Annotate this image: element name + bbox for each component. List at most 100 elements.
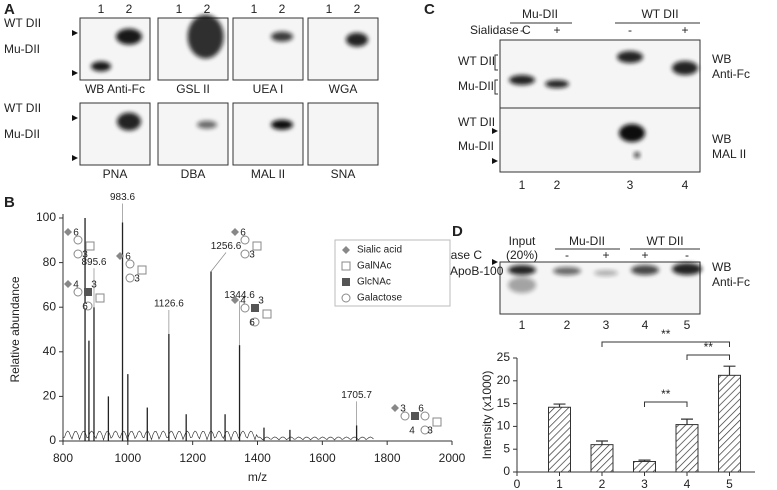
blot-box <box>157 102 229 166</box>
blot-box <box>79 102 151 166</box>
x-tick-label: 3 <box>641 477 648 490</box>
peak-label: 1705.7 <box>341 390 372 401</box>
sialic-acid-symbol <box>64 228 72 236</box>
blot-box <box>232 17 304 81</box>
peak-label: 895.6 <box>81 257 106 268</box>
panel-letter: D <box>452 223 463 240</box>
linkage-label: 3 <box>91 280 97 291</box>
bar <box>590 444 614 473</box>
x-tick-label: 2000 <box>439 451 466 465</box>
sialic-acid-symbol <box>391 404 399 412</box>
blot-label: DBA <box>181 167 206 181</box>
wb-label: Anti-Fc <box>712 275 750 289</box>
lane-number: 5 <box>684 318 691 332</box>
input-note: (20%) <box>506 248 538 262</box>
bar <box>675 424 699 473</box>
blot-band <box>197 120 217 129</box>
arrow <box>72 30 78 36</box>
arrow <box>492 259 498 265</box>
sialic-acid-symbol <box>64 280 72 288</box>
linkage-label: 3 <box>249 250 255 261</box>
peak-label: 1344.6 <box>224 290 255 301</box>
legend-label: Sialic acid <box>357 245 402 256</box>
linkage-label: 4 <box>240 296 246 307</box>
galactose-symbol <box>73 235 83 245</box>
error-bar <box>638 459 651 462</box>
linkage-label: 6 <box>125 252 131 263</box>
galactose-symbol <box>240 303 250 313</box>
blot-band <box>672 263 702 275</box>
row-label: Mu-DII <box>4 42 40 56</box>
blot-label: MAL II <box>251 167 285 181</box>
significance-bracket <box>686 354 730 360</box>
blot-band <box>553 267 581 275</box>
x-tick-label: 4 <box>684 477 691 490</box>
glcnac-symbol <box>411 412 419 420</box>
blot-box <box>307 102 379 166</box>
blot-label: WGA <box>329 82 358 96</box>
blot-label: WB Anti-Fc <box>85 82 145 96</box>
group-label: Mu-DII <box>569 234 605 248</box>
blot-box <box>307 17 379 81</box>
error-bar <box>681 418 693 425</box>
x-tick-label: 1000 <box>114 451 141 465</box>
arrow <box>492 158 498 164</box>
lane-number: 3 <box>603 318 610 332</box>
galnac-symbol <box>262 309 272 319</box>
lane-number: 3 <box>627 178 634 192</box>
treatment-sign: + <box>553 23 560 37</box>
row-label: Mu-DII <box>458 139 494 153</box>
blot-band <box>116 28 142 45</box>
error-bar <box>553 403 566 408</box>
linkage-label: 4 <box>73 280 79 291</box>
lane-number: 2 <box>204 2 211 16</box>
band-label: ApoB-100 <box>450 264 504 278</box>
galnac-symbol <box>95 293 105 303</box>
treatment-label: Sialidase C <box>470 23 531 37</box>
arrow <box>72 70 78 76</box>
y-tick-label: 15 <box>497 396 511 410</box>
blot-label: SNA <box>331 167 356 181</box>
galactose-symbol <box>240 235 250 245</box>
blot-band <box>91 61 111 72</box>
galactose-symbol <box>420 411 430 421</box>
linkage-label: 3 <box>258 296 264 307</box>
linkage-label: 4 <box>409 426 415 437</box>
galactose-symbol <box>73 287 83 297</box>
y-axis-label: Relative abundance <box>8 276 22 382</box>
glcnac-symbol <box>251 304 259 312</box>
significance-bracket <box>601 341 730 347</box>
y-tick-label: 20 <box>497 373 511 387</box>
panel-letter: A <box>4 1 15 18</box>
legend-label: Galactose <box>357 293 402 304</box>
blot-band <box>509 75 535 85</box>
linkage-label: 6 <box>82 302 88 313</box>
significance-bracket <box>644 401 688 407</box>
glcnac-symbol <box>84 288 92 296</box>
group-label: WT DII <box>646 234 683 248</box>
bar <box>548 406 571 473</box>
blot-band <box>187 14 224 59</box>
y-tick-label: 25 <box>497 350 511 364</box>
lane-number: 1 <box>251 2 258 16</box>
row-label: Mu-DII <box>4 127 40 141</box>
galactose-symbol <box>83 301 93 311</box>
blot-band <box>672 61 698 75</box>
peak-label: 1126.6 <box>154 299 184 310</box>
bar <box>633 461 656 473</box>
x-tick-label: 1200 <box>179 451 206 465</box>
blot-band <box>346 32 368 47</box>
blot-box <box>499 39 701 109</box>
blot-band <box>631 265 659 275</box>
significance-label: ** <box>661 327 671 341</box>
galnac-symbol <box>341 261 351 271</box>
galactose-symbol <box>250 317 260 327</box>
input-label: Input <box>509 234 536 248</box>
blot-label: UEA I <box>253 82 284 96</box>
lane-number: 1 <box>519 318 526 332</box>
error-bar <box>723 365 736 376</box>
blot-band <box>508 277 536 293</box>
significance-label: ** <box>661 387 671 401</box>
x-axis-label: m/z <box>248 470 267 484</box>
linkage-label: 6 <box>240 228 246 239</box>
